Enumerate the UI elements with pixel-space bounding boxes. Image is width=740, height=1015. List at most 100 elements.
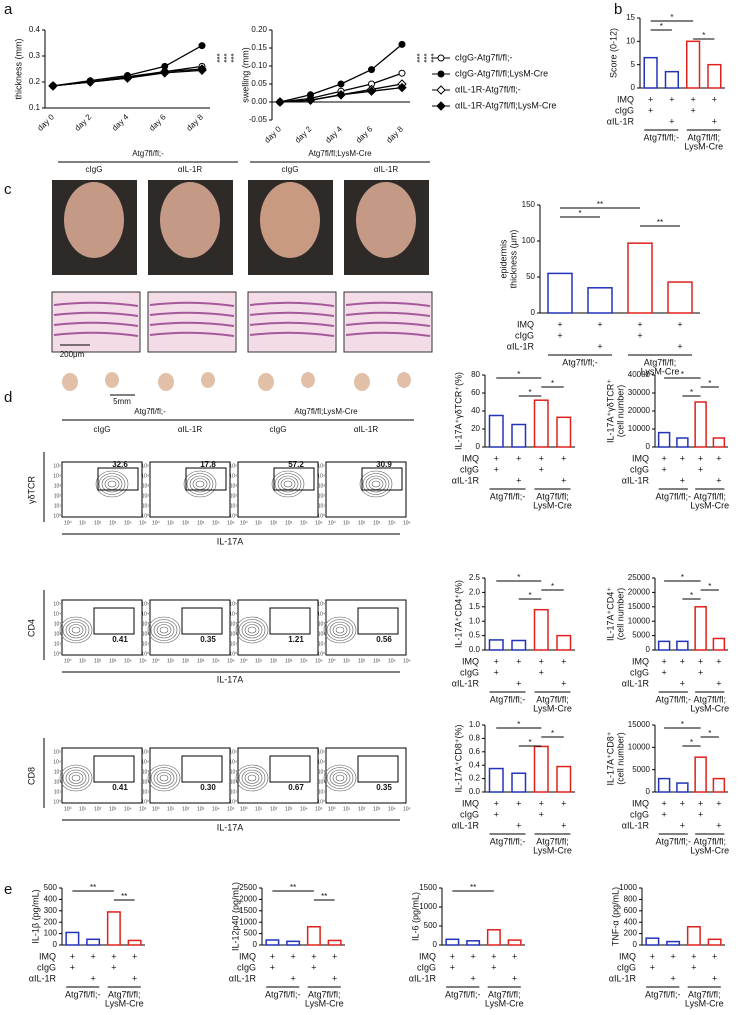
contour [68, 624, 84, 636]
significance: *** [219, 53, 228, 62]
bar [667, 281, 693, 314]
flow-tick: 10¹ [318, 641, 326, 647]
marker [437, 70, 445, 78]
flow-tick: 10⁴ [124, 658, 132, 664]
treatment-label: IMQ [462, 798, 479, 808]
flow-tick: 10¹ [79, 520, 87, 526]
bar [265, 939, 280, 946]
genotype-header: Atg7fl/fl;LysM-Cre [294, 407, 358, 416]
bar [657, 777, 671, 793]
significance: * [551, 379, 554, 388]
genotype-header: Atg7fl/fl;- [132, 149, 164, 158]
bar [587, 287, 613, 314]
contour [335, 774, 345, 782]
tissue-layer [345, 331, 431, 337]
significance: ** [657, 218, 663, 227]
treatment-mark: + [690, 105, 695, 115]
bar [488, 414, 504, 448]
significance: *** [212, 53, 221, 62]
treatment-mark: + [680, 475, 685, 485]
treatment-mark: + [491, 962, 496, 972]
y-tick-label: 0 [646, 442, 651, 451]
treatment-mark: + [516, 820, 521, 830]
flow-tick: 10² [230, 779, 238, 785]
treatment-mark: + [680, 678, 685, 688]
contour [247, 774, 257, 782]
contour [189, 475, 211, 493]
flow-tick: 10³ [318, 483, 326, 489]
gate-percent: 0.41 [112, 635, 128, 644]
flow-tick: 10² [54, 631, 62, 637]
y-tick-label: 400 [44, 895, 58, 904]
y-tick-label: 0.0 [469, 787, 481, 796]
y-tick-label: 0.8 [469, 734, 481, 743]
contour [329, 621, 351, 639]
bar [445, 938, 460, 946]
treatment-mark: + [698, 809, 703, 819]
group-label: LysM-Cre [685, 998, 724, 1008]
treatment-mark: + [111, 951, 116, 961]
tissue-layer [345, 311, 431, 317]
group-label: Atg7fl/fl; [693, 836, 726, 846]
y-tick-label: 0 [631, 83, 636, 92]
treatment-label: cIgG [460, 809, 479, 819]
significance: * [690, 388, 693, 397]
flow-tick: 10³ [54, 483, 62, 489]
contour [156, 772, 172, 784]
flow-tick: 10⁵ [229, 463, 237, 469]
bar [556, 765, 572, 793]
contour [159, 626, 169, 634]
marker [198, 42, 206, 50]
flow-tick: 10¹ [230, 641, 238, 647]
y-tick-label: 5000 [632, 765, 650, 774]
treatment-mark: + [332, 951, 337, 961]
antibody-header: cIgG [94, 425, 111, 434]
gate [181, 755, 223, 783]
tissue-layer [345, 321, 431, 327]
bar [547, 272, 573, 314]
contour [241, 769, 263, 787]
flow-tick: 10⁴ [212, 658, 220, 664]
bar [657, 431, 671, 448]
ear [64, 182, 124, 258]
flow-tick: 10¹ [318, 503, 326, 509]
y-axis-label: IL-17A⁺γδTCR⁺(%) [453, 372, 463, 450]
y-tick-label: 10 [626, 36, 635, 45]
treatment-mark: + [680, 820, 685, 830]
lymph-node [301, 372, 315, 388]
bar [486, 929, 501, 946]
treatment-mark: + [516, 678, 521, 688]
y-tick-label: 80 [471, 370, 480, 379]
y-tick-label: 500 [424, 921, 438, 930]
treatment-mark: + [691, 962, 696, 972]
tissue-layer [249, 311, 335, 317]
treatment-mark: + [650, 951, 655, 961]
tissue-layer [345, 301, 431, 307]
treatment-mark: + [290, 951, 295, 961]
y-tick-label: 0.20 [251, 25, 267, 34]
flow-tick: 10⁰ [53, 651, 61, 657]
contour [62, 619, 90, 641]
contour [235, 764, 269, 792]
y-tick-label: 0 [646, 787, 651, 796]
treatment-label: cIgG [460, 464, 479, 474]
x-tick-label: day 6 [147, 112, 168, 133]
contour [150, 767, 178, 789]
significance: ** [597, 200, 603, 209]
x-tick-label: day 0 [36, 112, 57, 133]
group-label: LysM-Cre [641, 366, 680, 376]
group-label: Atg7fl/fl;- [445, 989, 481, 999]
treatment-mark: + [111, 962, 116, 972]
y-tick-label: 1.0 [469, 616, 481, 625]
contour [271, 470, 305, 498]
flow-plot [149, 599, 231, 656]
treatment-mark: + [539, 809, 544, 819]
y-tick-label: 100 [44, 929, 58, 938]
x-tick-label: day 6 [354, 124, 375, 145]
flow-tick: 10⁵ [315, 658, 323, 664]
flow-tick: 10⁰ [229, 513, 237, 519]
flow-tick: 10⁰ [64, 806, 72, 812]
flow-plot [237, 747, 319, 804]
marker [305, 95, 316, 105]
bar [556, 634, 572, 651]
